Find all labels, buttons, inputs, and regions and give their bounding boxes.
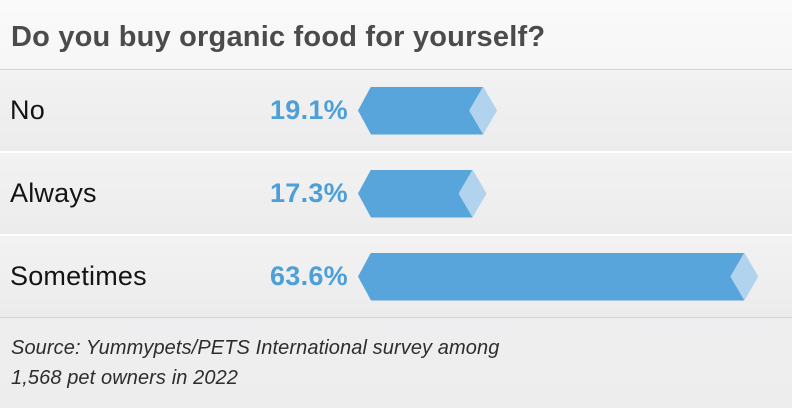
source-line-1: Source: Yummypets/PETS International sur… (11, 337, 500, 359)
value-label: 63.6% (269, 261, 348, 291)
category-label: No (10, 95, 45, 125)
value-label: 17.3% (269, 178, 348, 208)
bar-track (358, 252, 792, 301)
bar-track (358, 169, 792, 218)
source-line-2: 1,568 pet owners in 2022 (11, 367, 239, 389)
category-label: Always (10, 178, 97, 208)
bar-track (358, 86, 792, 135)
chart-row-sometimes: Sometimes 63.6% (0, 236, 792, 317)
chart-header: Do you buy organic food for yourself? (0, 0, 792, 69)
chart-row-no: No 19.1% (0, 70, 792, 153)
chart-footer: Source: Yummypets/PETS International sur… (0, 318, 792, 408)
bar-shape (358, 169, 473, 218)
bar-shape (358, 252, 745, 301)
bar-shape (358, 86, 484, 135)
bar-chart: No 19.1% Always 17.3% Sometimes 63.6% (0, 69, 792, 318)
value-label: 19.1% (269, 95, 348, 125)
chart-row-always: Always 17.3% (0, 153, 792, 236)
chart-title: Do you buy organic food for yourself? (11, 21, 546, 53)
category-label: Sometimes (10, 261, 147, 291)
source-note: Source: Yummypets/PETS International sur… (11, 333, 780, 393)
